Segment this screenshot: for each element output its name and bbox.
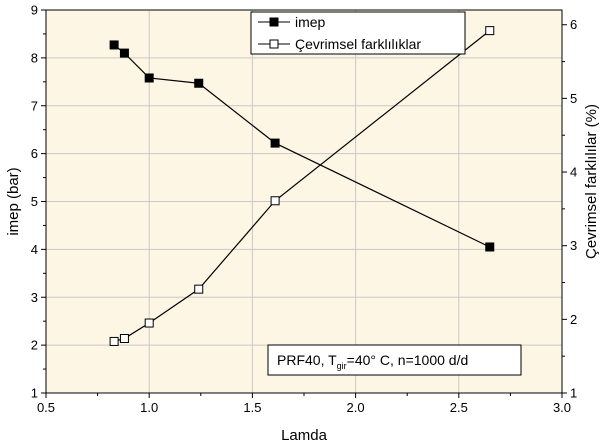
grid	[46, 10, 562, 393]
data-point-1	[109, 336, 119, 346]
data-point-1	[485, 26, 495, 36]
legend-label-cevrimsel: Çevrimsel farklılıklar	[295, 36, 421, 52]
x-tick-label: 2.5	[450, 400, 468, 415]
data-point-0	[194, 78, 204, 88]
series-layer	[109, 26, 495, 346]
y-right-tick-label: 1	[570, 386, 577, 401]
y-left-tick-label: 5	[31, 194, 38, 209]
annotation-box	[267, 344, 522, 376]
annotation-text: PRF40, Tgir=40° C, n=1000 d/d	[277, 352, 468, 371]
x-tick-label: 3.0	[553, 400, 571, 415]
annotation-main: PRF40, T	[277, 352, 337, 368]
data-point-0	[109, 40, 119, 50]
y-right-tick-label: 4	[570, 165, 577, 180]
legend-box	[250, 11, 466, 55]
y-right-tick-label: 3	[570, 238, 577, 253]
y-axis-left-label: imep (bar)	[5, 167, 22, 235]
y-right-tick-label: 6	[570, 17, 577, 32]
x-tick-label: 1.5	[243, 400, 261, 415]
x-tick-label: 2.0	[347, 400, 365, 415]
x-tick-label: 0.5	[37, 400, 55, 415]
y-left-tick-label: 1	[31, 386, 38, 401]
data-point-1	[119, 333, 129, 343]
legend-marker-imep	[269, 17, 279, 27]
data-point-1	[194, 284, 204, 294]
y-left-tick-label: 6	[31, 146, 38, 161]
data-point-0	[144, 73, 154, 83]
data-point-0	[270, 138, 280, 148]
data-point-1	[270, 196, 280, 206]
legend-marker-cevrimsel	[269, 39, 279, 49]
legend-label-imep: imep	[295, 14, 326, 30]
data-point-0	[119, 48, 129, 58]
x-axis-label: Lamda	[281, 427, 328, 444]
annotation: PRF40, Tgir=40° C, n=1000 d/d	[267, 344, 522, 376]
y-left-tick-label: 9	[31, 3, 38, 18]
data-point-1	[144, 318, 154, 328]
annotation-subscript: gir	[337, 361, 347, 371]
legend: imep Çevrimsel farklılıklar	[250, 11, 466, 55]
y-left-tick-label: 2	[31, 338, 38, 353]
x-tick-label: 1.0	[140, 400, 158, 415]
annotation-tail: =40° C, n=1000 d/d	[347, 352, 469, 368]
y-right-tick-label: 5	[570, 91, 577, 106]
y-left-tick-label: 4	[31, 242, 38, 257]
y-left-tick-label: 3	[31, 290, 38, 305]
y-axis-right-label: Çevrimsel farklılılar (%)	[583, 104, 600, 259]
y-left-tick-label: 8	[31, 50, 38, 65]
y-right-tick-label: 2	[570, 312, 577, 327]
y-left-tick-label: 7	[31, 98, 38, 113]
data-point-0	[485, 242, 495, 252]
